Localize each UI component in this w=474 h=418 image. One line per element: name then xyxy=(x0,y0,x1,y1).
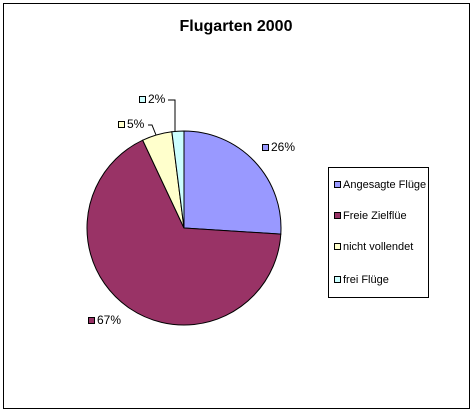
legend-label: Freie Zielflüe xyxy=(343,210,407,222)
data-label: 26% xyxy=(271,140,295,154)
data-label: 5% xyxy=(127,117,145,131)
leader-line xyxy=(168,99,176,131)
legend-swatch xyxy=(334,243,341,250)
legend-swatch xyxy=(334,212,341,219)
label-swatch xyxy=(118,121,125,128)
label-swatch xyxy=(139,96,146,103)
label-swatch xyxy=(88,317,95,324)
legend-swatch xyxy=(334,276,341,283)
label-swatch xyxy=(262,144,269,151)
legend-label: nicht vollendet xyxy=(343,241,413,253)
legend-swatch xyxy=(334,181,341,188)
legend-label: frei Flüge xyxy=(343,274,389,286)
data-label: 67% xyxy=(97,313,121,327)
legend-box xyxy=(328,167,429,298)
chart-title: Flugarten 2000 xyxy=(180,18,293,35)
leader-line xyxy=(148,124,157,136)
data-label: 2% xyxy=(148,92,166,106)
pie-slice xyxy=(183,130,282,235)
pie-slice xyxy=(86,139,282,326)
legend-label: Angesagte Flüge xyxy=(343,179,426,191)
pie-slice xyxy=(171,130,185,229)
